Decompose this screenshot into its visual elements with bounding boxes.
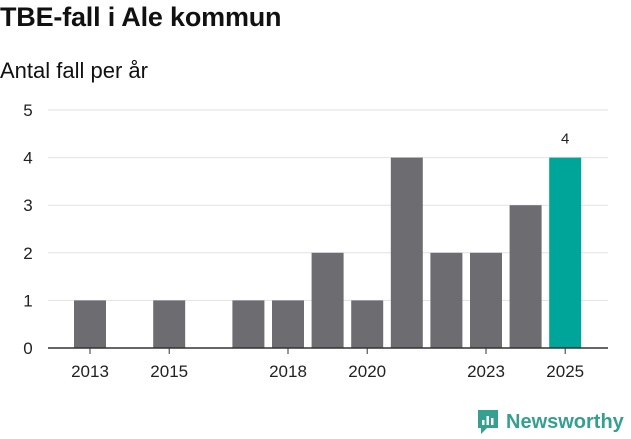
bars (74, 157, 582, 348)
bar-2021 (390, 157, 423, 348)
y-tick-label: 1 (23, 291, 32, 310)
x-tick-label: 2013 (71, 362, 109, 381)
y-tick-label: 3 (23, 196, 32, 215)
y-tick-label: 2 (23, 244, 32, 263)
bar-2024 (509, 205, 542, 348)
x-tick-label: 2015 (150, 362, 188, 381)
y-tick-label: 0 (23, 339, 32, 358)
x-axis: 2013 2015 2018 2020 2023 2025 (48, 347, 608, 381)
y-tick-label: 4 (23, 149, 32, 168)
x-tick-label: 2020 (348, 362, 386, 381)
brand-name: Newsworthy (506, 410, 624, 433)
chart-title: TBE-fall i Ale kommun (0, 2, 282, 32)
bar-2018 (272, 300, 304, 348)
y-tick-label: 5 (23, 101, 32, 120)
bar-2017 (232, 300, 265, 348)
x-tick-label: 2018 (269, 362, 307, 381)
newsworthy-brand: Newsworthy (476, 408, 624, 436)
bar-2015 (153, 300, 186, 348)
data-label: 4 (561, 131, 569, 148)
bar-2019 (311, 252, 344, 348)
chart-subtitle: Antal fall per år (0, 58, 148, 83)
data-labels: 4 (561, 131, 569, 148)
bar-2020 (351, 300, 384, 348)
bar-2022 (430, 252, 463, 348)
newsworthy-logo-icon (478, 410, 498, 434)
bar-2013 (74, 300, 106, 348)
x-tick-label: 2025 (546, 362, 584, 381)
bar-2025 (549, 157, 582, 348)
y-axis-ticks: 0 1 2 3 4 5 (23, 101, 32, 358)
x-tick-label: 2023 (467, 362, 505, 381)
bar-2023 (470, 252, 502, 348)
